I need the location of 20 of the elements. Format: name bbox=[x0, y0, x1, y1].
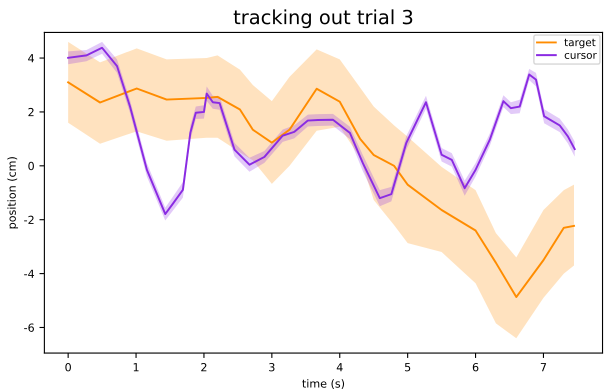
legend-label: target bbox=[564, 38, 596, 48]
y-tick-label: -2 bbox=[24, 216, 34, 224]
x-tick-label: 2 bbox=[201, 362, 206, 372]
x-tick-label: 7 bbox=[540, 363, 546, 372]
x-axis-title: time (s) bbox=[302, 379, 344, 390]
y-tick-label: 0 bbox=[28, 162, 34, 170]
x-tick-label: 3 bbox=[269, 362, 274, 372]
x-tick-label: 4 bbox=[336, 363, 343, 372]
x-tick-label: 6 bbox=[472, 362, 478, 372]
line-series bbox=[67, 81, 575, 298]
chart-title: tracking out trial 3 bbox=[234, 9, 412, 28]
x-tick-label: 0 bbox=[65, 362, 71, 372]
y-tick-label: 4 bbox=[28, 54, 34, 62]
x-tick-label: 1 bbox=[134, 363, 139, 372]
y-tick-label: 2 bbox=[28, 108, 34, 116]
y-tick-label: -6 bbox=[24, 323, 34, 332]
x-tick-label: 5 bbox=[404, 363, 410, 372]
y-tick-label: -4 bbox=[24, 270, 34, 278]
y-axis-title: position (cm) bbox=[7, 157, 18, 228]
legend-label: cursor bbox=[564, 52, 597, 59]
